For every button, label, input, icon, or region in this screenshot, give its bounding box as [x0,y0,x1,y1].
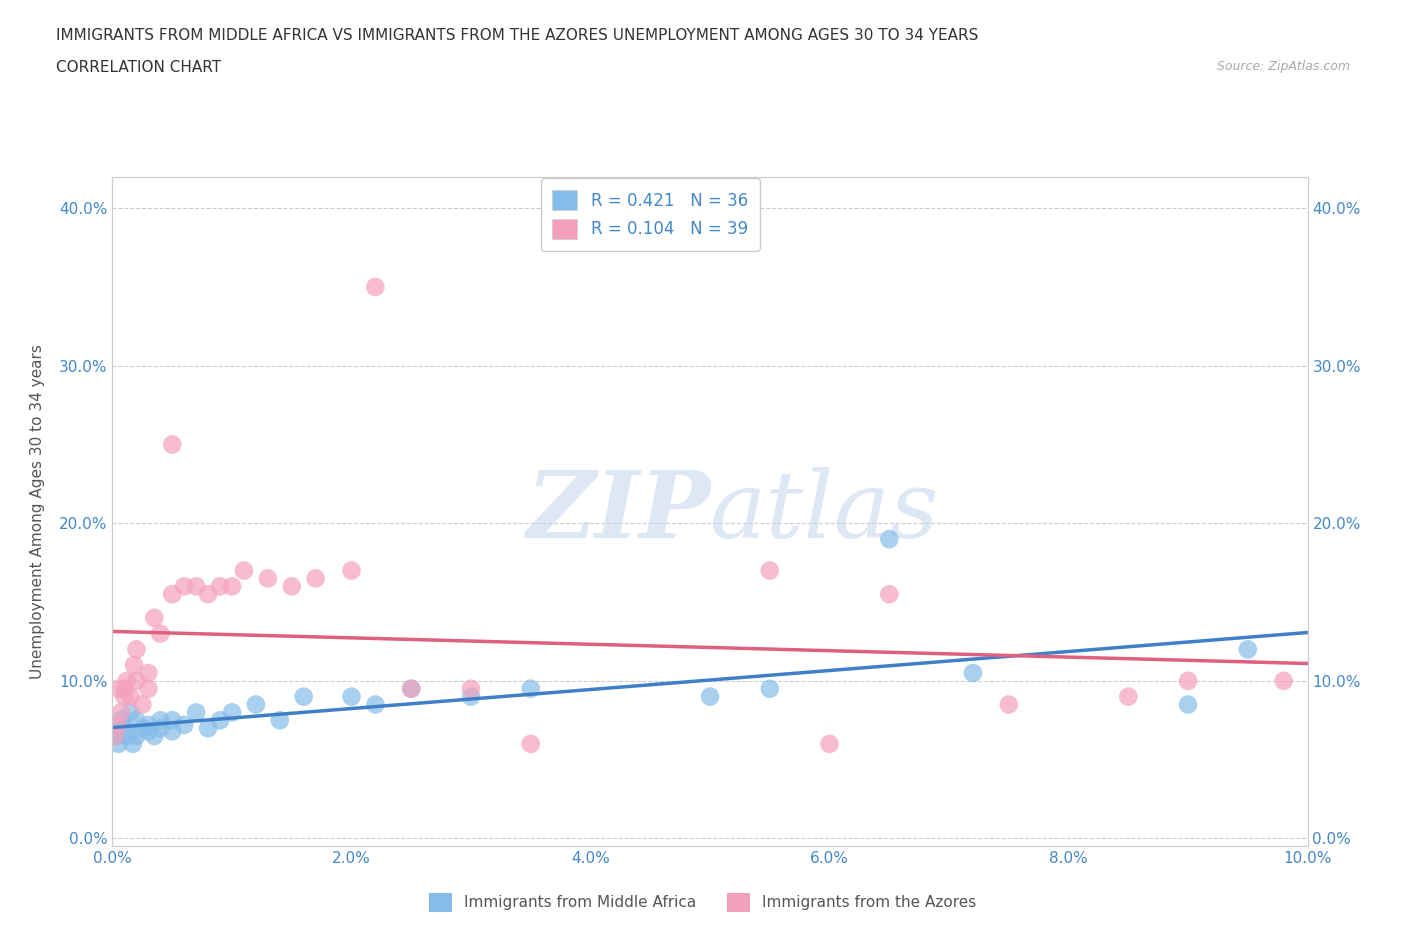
Point [110,705,132,720]
Point [131,698,153,712]
Point [1177,698,1199,712]
Point [125,673,148,688]
Point [245,698,267,712]
Point [759,564,782,578]
Point [221,578,243,593]
Point [149,626,172,641]
Point [460,682,482,697]
Point [121,737,143,751]
Point [122,658,145,672]
Point [125,712,148,727]
Point [173,578,195,593]
Point [104,728,127,743]
Point [401,682,423,697]
Point [759,682,782,697]
Text: IMMIGRANTS FROM MIDDLE AFRICA VS IMMIGRANTS FROM THE AZORES UNEMPLOYMENT AMONG A: IMMIGRANTS FROM MIDDLE AFRICA VS IMMIGRA… [56,28,979,43]
Point [162,587,183,602]
Point [1177,673,1199,688]
Point [520,682,543,697]
Point [186,705,208,720]
Text: atlas: atlas [710,467,939,556]
Point [149,712,172,727]
Point [877,587,901,602]
Point [115,728,138,743]
Point [173,718,195,733]
Point [1272,673,1295,688]
Text: Source: ZipAtlas.com: Source: ZipAtlas.com [1216,60,1350,73]
Point [364,280,387,295]
Point [292,689,315,704]
Point [232,564,256,578]
Point [162,724,183,738]
Point [197,587,219,602]
Point [208,712,231,727]
Point [125,642,148,657]
Point [186,578,208,593]
Point [460,689,482,704]
Point [125,728,148,743]
Legend: Immigrants from Middle Africa, Immigrants from the Azores: Immigrants from Middle Africa, Immigrant… [423,887,983,918]
Text: ZIP: ZIP [526,467,710,556]
Point [520,737,543,751]
Point [131,721,153,736]
Point [114,721,135,736]
Point [962,666,984,681]
Point [1237,642,1260,657]
Point [304,571,326,586]
Point [143,610,166,625]
Point [818,737,841,751]
Point [401,682,423,697]
Point [105,728,128,743]
Point [105,718,128,733]
Text: CORRELATION CHART: CORRELATION CHART [56,60,221,75]
Point [138,724,160,738]
Point [110,712,132,727]
Point [699,689,721,704]
Point [114,682,135,697]
Point [998,698,1021,712]
Point [364,698,387,712]
Point [162,437,183,452]
Legend: R = 0.421   N = 36, R = 0.104   N = 39: R = 0.421 N = 36, R = 0.104 N = 39 [541,179,759,251]
Point [114,689,135,704]
Point [138,718,160,733]
Point [281,578,304,593]
Point [107,682,129,697]
Point [162,712,183,727]
Point [340,689,363,704]
Point [257,571,280,586]
Point [877,532,901,547]
Point [197,721,219,736]
Point [107,737,129,751]
Point [221,705,243,720]
Point [138,666,160,681]
Point [1118,689,1140,704]
Point [340,564,363,578]
Point [143,728,166,743]
Point [120,689,142,704]
Point [149,721,172,736]
Point [208,578,231,593]
Y-axis label: Unemployment Among Ages 30 to 34 years: Unemployment Among Ages 30 to 34 years [31,344,45,679]
Point [120,705,142,720]
Point [269,712,291,727]
Point [138,682,160,697]
Point [115,673,138,688]
